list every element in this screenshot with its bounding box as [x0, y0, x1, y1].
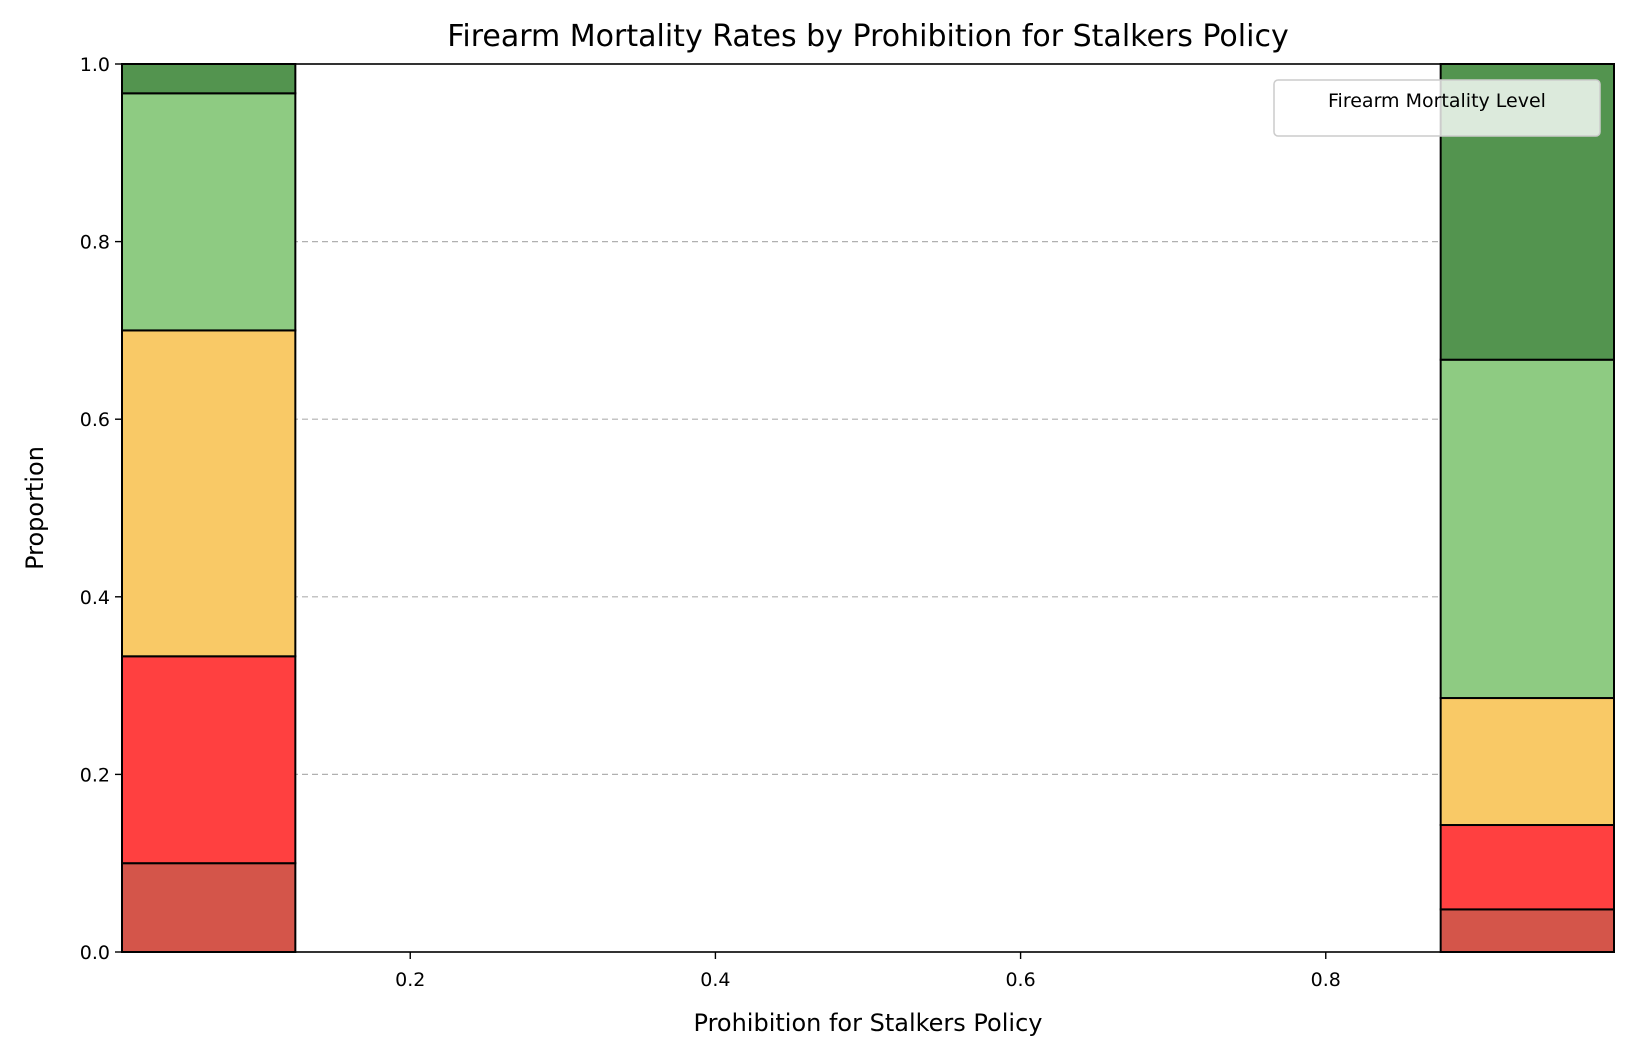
ticks-layer: 0.2 0.4 0.6 0.8 0.0 0.2 0.4 0.6 0.8 1.0 — [80, 54, 1341, 991]
bars-layer — [121, 63, 1615, 954]
x-tick-label: 0.6 — [1005, 969, 1035, 991]
y-tick-label: 0.2 — [80, 764, 110, 786]
x-tick-label: 0.8 — [1311, 969, 1341, 991]
y-tick-label: 0.4 — [80, 587, 110, 609]
bar-segment — [1439, 824, 1615, 911]
chart-title: Firearm Mortality Rates by Prohibition f… — [447, 19, 1288, 54]
bar-segment — [121, 862, 297, 954]
bar-segment — [121, 63, 297, 95]
legend-box — [1273, 79, 1601, 137]
x-tick-label: 0.4 — [700, 969, 730, 991]
y-tick-label: 0.8 — [80, 232, 110, 254]
legend[interactable]: Firearm Mortality Level — [1273, 79, 1601, 137]
bar-segment — [1439, 697, 1615, 827]
bar-segment — [121, 92, 297, 332]
legend-title: Firearm Mortality Level — [1328, 90, 1546, 112]
y-tick-label: 1.0 — [80, 54, 110, 76]
plot-frame — [121, 63, 1615, 953]
bar-segment — [1439, 908, 1615, 953]
y-axis-title: Proportion — [21, 446, 49, 570]
y-tick-label: 0.6 — [80, 409, 110, 431]
bar-segment — [1439, 358, 1615, 700]
grid-layer — [122, 241, 1614, 776]
bar-segment — [121, 655, 297, 865]
x-axis-title: Prohibition for Stalkers Policy — [694, 1009, 1043, 1037]
bar-segment — [121, 329, 297, 658]
y-tick-label: 0.0 — [80, 942, 110, 964]
x-tick-label: 0.2 — [395, 969, 425, 991]
